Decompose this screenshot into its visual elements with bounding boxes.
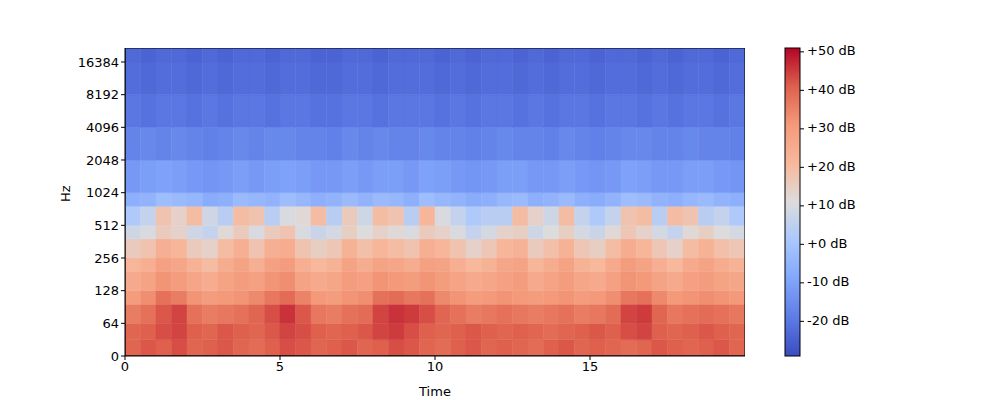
svg-text:+40 dB: +40 dB [807,82,856,97]
svg-text:0: 0 [111,349,119,364]
svg-text:64: 64 [102,316,119,331]
svg-text:-10 dB: -10 dB [807,274,850,289]
svg-text:+10 dB: +10 dB [807,197,856,212]
svg-text:Time: Time [418,384,451,399]
svg-text:+0 dB: +0 dB [807,236,847,251]
svg-text:8192: 8192 [86,87,119,102]
svg-text:Hz: Hz [58,185,73,202]
svg-text:5: 5 [276,359,284,374]
svg-text:128: 128 [94,283,119,298]
svg-text:4096: 4096 [86,120,119,135]
svg-text:256: 256 [94,251,119,266]
svg-text:+30 dB: +30 dB [807,120,856,135]
svg-text:-20 dB: -20 dB [807,313,850,328]
svg-text:15: 15 [582,359,599,374]
svg-text:2048: 2048 [86,153,119,168]
svg-text:+20 dB: +20 dB [807,159,856,174]
svg-text:16384: 16384 [78,55,119,70]
svg-text:+50 dB: +50 dB [807,43,856,58]
svg-text:10: 10 [427,359,444,374]
svg-text:512: 512 [94,218,119,233]
svg-text:1024: 1024 [86,185,119,200]
svg-text:0: 0 [121,359,129,374]
